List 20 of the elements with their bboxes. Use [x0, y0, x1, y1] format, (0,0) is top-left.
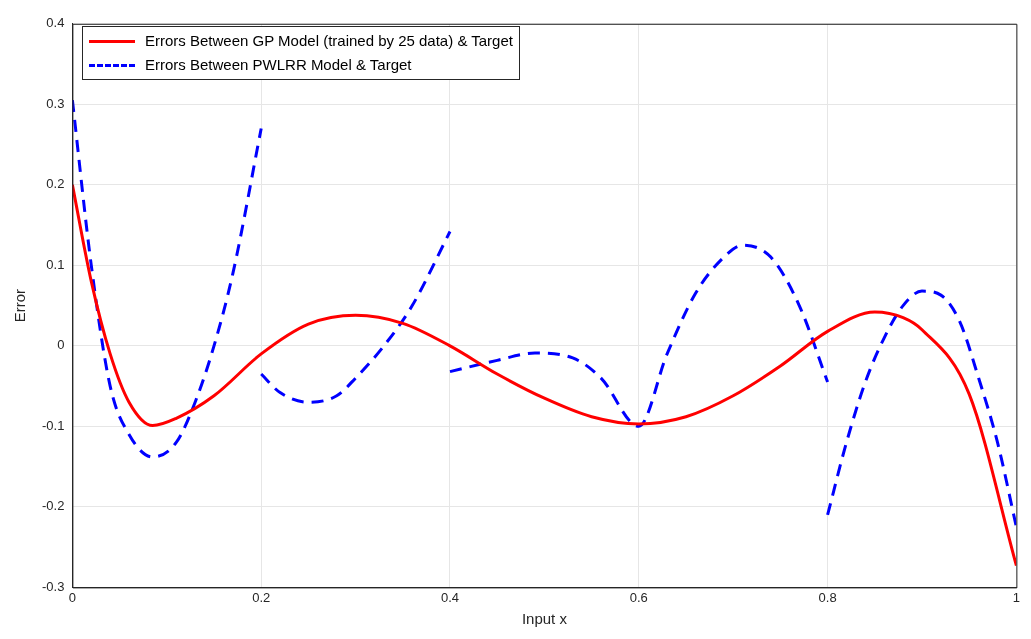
x-axis-title: Input x	[521, 610, 568, 628]
y-tick-label: 0.2	[46, 176, 65, 192]
y-tick-label: -0.2	[41, 498, 65, 514]
legend-label: Errors Between PWLRR Model & Target	[145, 55, 412, 75]
x-tick-label: 0	[68, 589, 77, 605]
x-tick-label: 0.8	[818, 589, 837, 605]
y-tick-label: 0.1	[46, 256, 65, 272]
x-tick-label: 0.4	[440, 589, 460, 605]
y-axis-title: Error	[11, 288, 29, 323]
y-tick-label: 0.3	[46, 95, 65, 111]
line-series	[259, 230, 452, 404]
y-tick-label: -0.3	[41, 578, 65, 594]
x-tick-label: 0.6	[629, 589, 648, 605]
x-tick-label: 1	[1012, 589, 1020, 605]
y-tick-label: 0	[57, 337, 65, 353]
x-tick-label: 0.2	[252, 589, 271, 605]
line-series	[448, 243, 830, 428]
y-tick-label: -0.1	[41, 417, 65, 433]
legend-label: Errors Between GP Model (trained by 25 data) & Target	[145, 31, 513, 51]
y-tick-label: 0.4	[46, 15, 65, 31]
